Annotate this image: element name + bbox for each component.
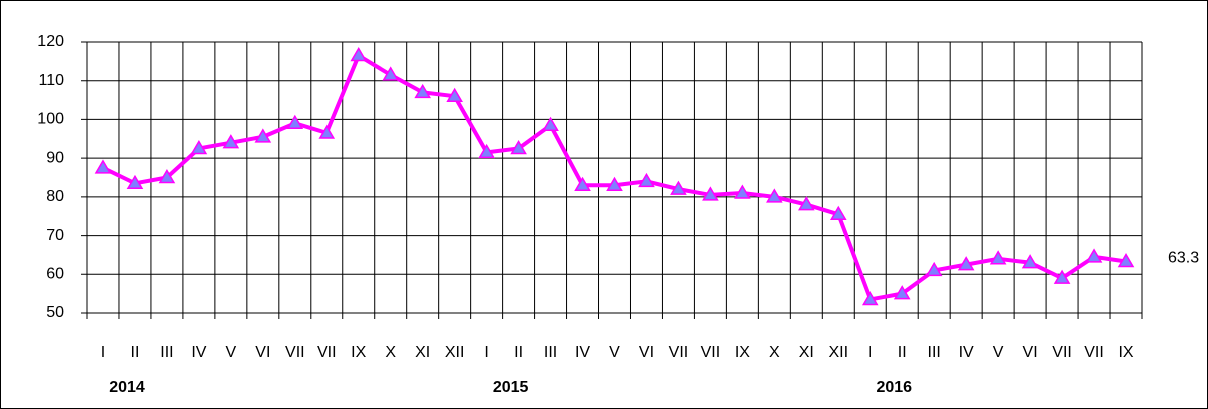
x-tick-label: VI [255,344,270,361]
x-tick-label: VII [285,344,305,361]
y-tick-label: 60 [46,266,64,283]
x-tick-label: V [993,344,1004,361]
x-tick-label: III [160,344,173,361]
x-tick-label: III [928,344,941,361]
marker [222,134,240,149]
y-tick-label: 50 [46,304,64,321]
x-tick-label: XI [415,344,430,361]
marker [798,196,815,211]
x-tick-label: XI [799,344,814,361]
marker [94,159,112,174]
marker [1117,253,1135,268]
x-tick-label: V [226,344,237,361]
marker [446,87,463,102]
marker [957,256,975,271]
x-tick-label: VII [317,344,337,361]
x-tick-label: XII [445,344,465,361]
marker [574,176,591,191]
marker [350,47,368,62]
marker [670,180,687,195]
marker [254,128,272,143]
x-tick-label: I [101,344,105,361]
marker [318,124,336,139]
marker [478,143,495,159]
x-tick-label: IV [959,344,974,361]
marker [158,169,176,184]
x-tick-label: VII [1052,344,1072,361]
x-tick-label: X [769,344,780,361]
marker [510,139,527,155]
marker [829,205,847,221]
marker [734,184,751,199]
year-label: 2016 [876,379,912,396]
x-tick-label: IV [575,344,590,361]
year-label: 2015 [493,379,529,396]
y-tick-label: 80 [46,188,64,205]
marker [893,285,911,300]
marker [638,172,655,188]
x-tick-label: X [385,344,396,361]
marker [1085,248,1103,263]
y-tick-label: 110 [38,72,64,89]
value-label: 63.3 [1168,250,1199,267]
x-tick-label: VII [701,344,721,361]
x-tick-label: II [131,344,140,361]
x-tick-label: I [868,344,872,361]
x-tick-label: IX [351,344,366,361]
x-tick-label: VI [639,344,654,361]
marker [766,188,783,203]
y-tick-label: 90 [46,149,64,166]
x-tick-label: VI [1023,344,1038,361]
x-tick-label: IX [735,344,750,361]
x-tick-label: VII [1084,344,1104,361]
x-tick-label: II [514,344,523,361]
marker [542,116,559,131]
x-tick-label: III [544,344,557,361]
marker [925,261,943,277]
marker [861,290,879,306]
x-tick-label: IV [191,344,206,361]
marker [382,66,400,81]
x-tick-label: XII [829,344,849,361]
year-label: 2014 [109,379,145,396]
y-tick-label: 70 [46,227,64,244]
x-tick-label: IX [1118,344,1133,361]
x-tick-label: I [484,344,488,361]
marker [1021,254,1039,269]
marker [414,83,431,99]
marker [126,174,144,190]
y-tick-label: 120 [37,33,64,50]
y-tick-label: 100 [37,111,64,128]
x-tick-label: V [609,344,620,361]
marker [702,186,719,201]
x-tick-label: II [898,344,907,361]
marker [1053,269,1071,284]
marker [286,114,304,130]
marker [190,139,208,155]
marker [606,176,623,191]
marker [989,250,1007,265]
x-tick-label: VII [669,344,689,361]
